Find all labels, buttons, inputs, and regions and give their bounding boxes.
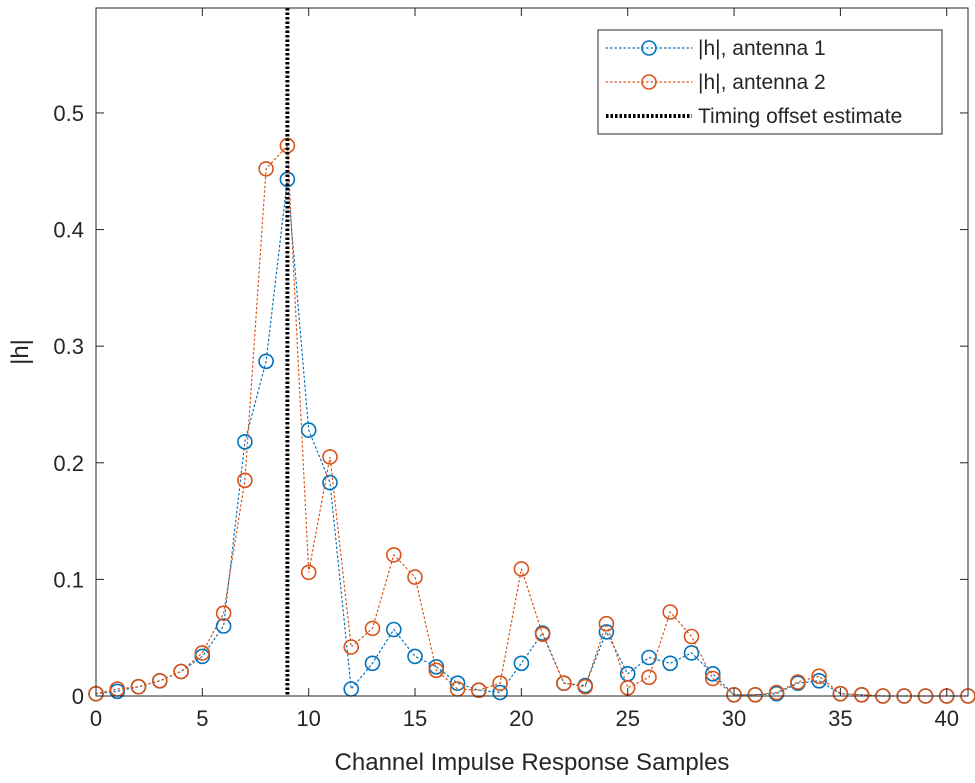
x-axis-label: Channel Impulse Response Samples bbox=[335, 749, 730, 776]
y-axis-label: |h| bbox=[7, 339, 34, 365]
series-2-point bbox=[343, 639, 360, 655]
series-2-point bbox=[726, 686, 742, 703]
chart-axes: 0 5 10 15 20 25 30 35 40 0 0.1 0.2 0.3 0.4 0.5 bbox=[53, 7, 969, 731]
x-tick-label: 0 bbox=[90, 706, 102, 731]
series-2-point bbox=[364, 620, 381, 637]
legend-label-3: Timing offset estimate bbox=[698, 105, 902, 128]
series-2-point bbox=[237, 472, 253, 489]
series-2-point bbox=[811, 668, 827, 685]
series-2-point bbox=[662, 604, 679, 620]
x-tick-label: 10 bbox=[296, 706, 320, 731]
series-2-point bbox=[152, 672, 168, 689]
y-tick-label: 0.4 bbox=[53, 218, 84, 243]
series-1-point bbox=[641, 649, 657, 666]
series-1-point bbox=[258, 353, 274, 370]
y-tick-label: 0.5 bbox=[53, 101, 84, 126]
series-1-point bbox=[662, 655, 679, 672]
series-2-point bbox=[534, 626, 551, 643]
series-2-point bbox=[556, 675, 572, 692]
y-tick-label: 0 bbox=[72, 684, 84, 709]
series-2-point bbox=[853, 686, 870, 703]
series-1-point bbox=[683, 645, 700, 661]
series-2-point bbox=[577, 678, 594, 695]
legend-swatch-marker-1 bbox=[641, 40, 657, 56]
x-tick-label: 20 bbox=[509, 706, 533, 731]
y-tick-label: 0.2 bbox=[53, 451, 84, 476]
series-1-point bbox=[428, 658, 445, 675]
series-2-point bbox=[641, 669, 657, 686]
series-2-point bbox=[215, 605, 232, 622]
y-tick-label: 0.3 bbox=[53, 334, 84, 359]
series-2-point bbox=[683, 628, 700, 645]
series-2-point bbox=[194, 645, 211, 661]
series-2-point bbox=[173, 663, 189, 680]
axes-box bbox=[95, 7, 969, 697]
series-1-point bbox=[237, 433, 253, 450]
series-1-point bbox=[492, 684, 508, 701]
x-tick-label: 5 bbox=[196, 706, 208, 731]
series-1-point bbox=[364, 655, 381, 672]
series-2-point bbox=[428, 662, 445, 679]
y-tick-label: 0.1 bbox=[53, 567, 84, 592]
series-1-point bbox=[300, 422, 317, 438]
x-tick-label: 30 bbox=[722, 706, 746, 731]
series-line-1 bbox=[95, 179, 969, 697]
series-2-point bbox=[598, 615, 615, 632]
series-1-point bbox=[704, 665, 721, 682]
series-1-point bbox=[194, 648, 211, 665]
chart-marks bbox=[88, 8, 975, 704]
x-tick-label: 25 bbox=[615, 706, 639, 731]
series-1-point bbox=[385, 621, 402, 638]
series-2-point bbox=[258, 161, 274, 177]
series-2-point bbox=[832, 685, 849, 702]
series-2-point bbox=[407, 569, 423, 585]
series-2-point bbox=[768, 684, 785, 701]
legend-label-2: |h|, antenna 2 bbox=[698, 71, 826, 94]
legend-swatch-marker-2 bbox=[641, 74, 657, 90]
series-2-point bbox=[790, 674, 806, 690]
chart-legend: |h|, antenna 1 |h|, antenna 2 Timing offse… bbox=[597, 29, 943, 135]
series-1-point bbox=[215, 618, 232, 634]
series-2-point bbox=[747, 686, 764, 703]
series-1-point bbox=[322, 474, 338, 491]
series-2-point bbox=[385, 547, 402, 563]
x-tick-label: 35 bbox=[828, 706, 852, 731]
series-1-point bbox=[811, 672, 827, 689]
series-1-point bbox=[407, 648, 423, 665]
x-tick-label: 15 bbox=[403, 706, 427, 731]
legend-label-1: |h|, antenna 1 bbox=[698, 37, 826, 60]
series-2-point bbox=[492, 675, 508, 692]
series-2-point bbox=[322, 449, 338, 465]
series-2-point bbox=[300, 564, 317, 581]
series-2-point bbox=[704, 670, 721, 687]
x-tick-label: 40 bbox=[934, 706, 958, 731]
series-1-point bbox=[513, 655, 530, 672]
series-2-point bbox=[130, 678, 147, 695]
series-2-point bbox=[513, 561, 530, 577]
series-2-point bbox=[470, 682, 487, 699]
